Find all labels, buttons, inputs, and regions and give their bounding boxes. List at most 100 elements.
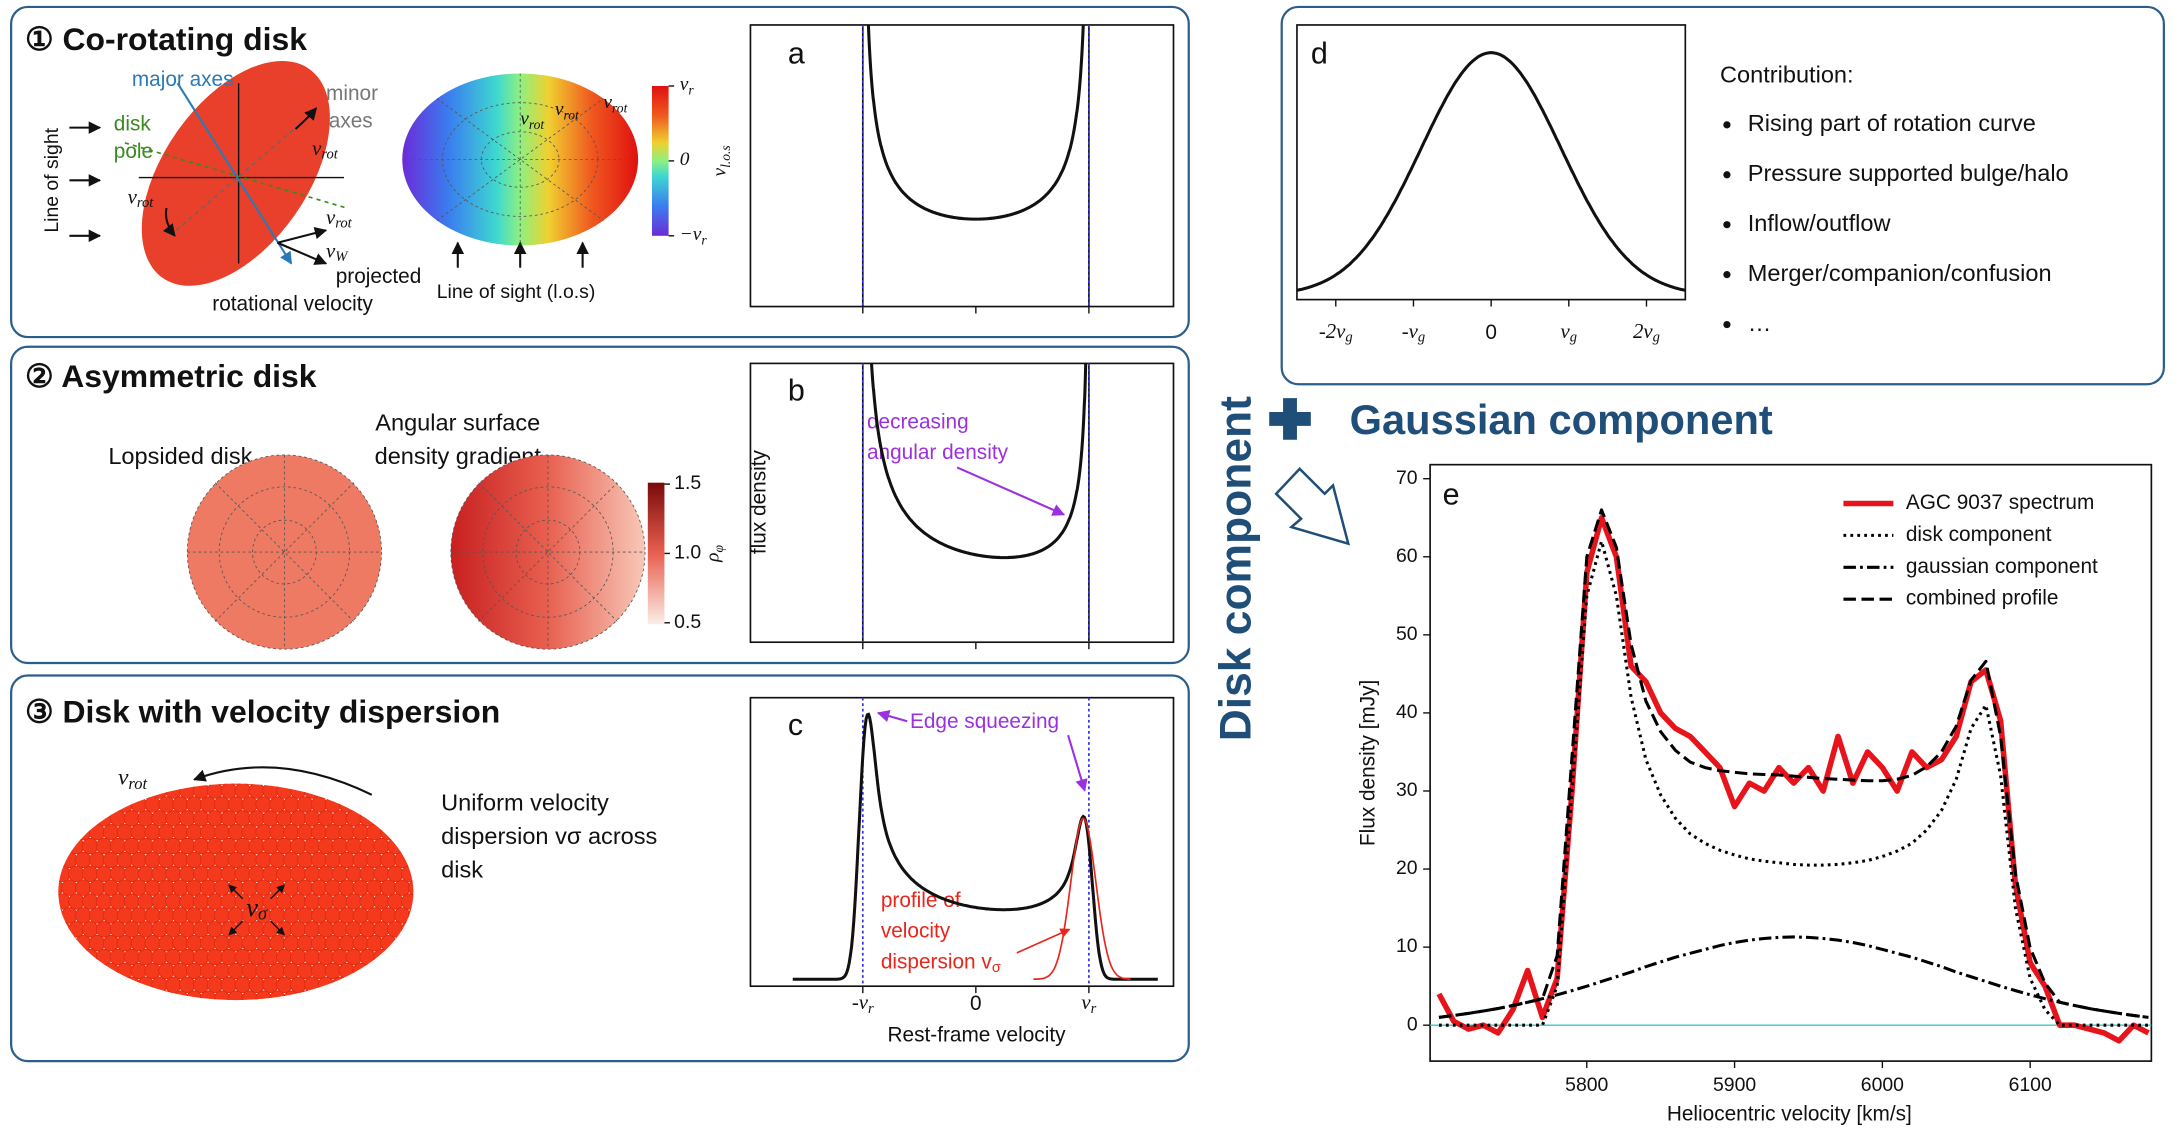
x-tick-label: 0 bbox=[970, 992, 982, 1015]
panel-label: e bbox=[1443, 478, 1460, 512]
annotation-arrow bbox=[1016, 928, 1071, 954]
x-tick-label: 6100 bbox=[2009, 1074, 2052, 1096]
particle bbox=[387, 893, 404, 910]
plot-frame bbox=[749, 362, 1175, 644]
text-part: v bbox=[312, 137, 322, 160]
x-axis-label: Heliocentric velocity [km/s] bbox=[1667, 1103, 1912, 1126]
text-part: v bbox=[710, 168, 731, 177]
particle bbox=[283, 851, 300, 869]
particle bbox=[338, 907, 355, 924]
particle bbox=[158, 935, 175, 952]
particle bbox=[172, 962, 189, 980]
colorbar bbox=[647, 482, 665, 625]
particle bbox=[297, 935, 314, 952]
particle bbox=[220, 976, 238, 993]
particle bbox=[297, 879, 314, 896]
particle bbox=[303, 865, 321, 883]
particle bbox=[394, 879, 411, 896]
particle bbox=[144, 824, 161, 841]
particle bbox=[213, 935, 231, 952]
particle bbox=[199, 935, 217, 952]
particle bbox=[248, 810, 265, 827]
particle bbox=[269, 796, 286, 813]
particle bbox=[158, 962, 175, 980]
text-part: dispersion v bbox=[881, 950, 993, 973]
particle bbox=[290, 948, 307, 966]
particle bbox=[338, 851, 355, 869]
particle bbox=[352, 851, 369, 869]
particle bbox=[172, 879, 189, 896]
particle bbox=[227, 962, 245, 980]
particle bbox=[186, 824, 203, 841]
list-item: Inflow/outflow bbox=[1748, 210, 1892, 236]
particle bbox=[345, 893, 362, 910]
particle bbox=[359, 865, 376, 883]
particle bbox=[172, 935, 189, 952]
annotation: Edge squeezing bbox=[910, 710, 1059, 733]
particle bbox=[130, 962, 147, 980]
particle bbox=[220, 948, 238, 966]
particle bbox=[283, 907, 300, 924]
particle bbox=[262, 865, 279, 883]
particle bbox=[234, 783, 251, 799]
particle bbox=[220, 865, 238, 883]
text-part: g bbox=[1570, 330, 1577, 346]
particle bbox=[373, 921, 390, 938]
particle bbox=[234, 976, 251, 993]
label: vrot bbox=[326, 206, 353, 232]
annotation-arrow bbox=[1067, 734, 1088, 792]
particle bbox=[192, 810, 210, 827]
particle bbox=[123, 865, 141, 883]
particle bbox=[303, 921, 321, 938]
particle bbox=[82, 837, 99, 855]
plot-frame bbox=[749, 696, 1175, 988]
particle bbox=[186, 935, 203, 952]
particle bbox=[75, 851, 92, 869]
particle bbox=[269, 962, 286, 980]
text-part: rot bbox=[321, 147, 338, 163]
particle bbox=[213, 907, 231, 924]
particle bbox=[297, 851, 314, 869]
list-item: Rising part of rotation curve bbox=[1748, 110, 2036, 136]
label: pole bbox=[114, 140, 153, 163]
particle bbox=[324, 962, 342, 980]
particle bbox=[331, 837, 349, 855]
label: disk bbox=[114, 112, 152, 135]
particle bbox=[234, 810, 251, 827]
text-part: rot bbox=[137, 195, 154, 211]
particle bbox=[234, 837, 251, 855]
label: Line of sight bbox=[41, 127, 63, 232]
particle bbox=[158, 796, 175, 813]
label: Lopsided disk bbox=[108, 443, 252, 469]
x-tick-label: vr bbox=[1081, 991, 1096, 1017]
particle bbox=[303, 837, 321, 855]
particle bbox=[276, 893, 293, 910]
particle bbox=[324, 824, 342, 841]
particle bbox=[130, 935, 147, 952]
arrows bbox=[228, 884, 285, 936]
disk bbox=[141, 60, 330, 286]
text-part: φ bbox=[711, 545, 726, 553]
text-part: r bbox=[688, 83, 694, 98]
particle bbox=[165, 837, 182, 855]
particle bbox=[352, 824, 369, 841]
particle bbox=[144, 935, 161, 952]
particle bbox=[130, 907, 147, 924]
particle bbox=[109, 837, 127, 855]
particle bbox=[359, 921, 376, 938]
annotation-arrow bbox=[956, 466, 1066, 516]
colorbar-label: ρφ bbox=[703, 545, 726, 563]
particle bbox=[220, 837, 238, 855]
plot-frame bbox=[749, 24, 1175, 308]
particle bbox=[276, 810, 293, 827]
annotation: velocity bbox=[881, 920, 951, 943]
particle bbox=[144, 907, 161, 924]
text-part: 0 bbox=[680, 149, 690, 170]
particle bbox=[186, 851, 203, 869]
particle bbox=[158, 907, 175, 924]
particle bbox=[165, 893, 182, 910]
text-part: v bbox=[246, 893, 258, 922]
particle bbox=[137, 810, 154, 827]
